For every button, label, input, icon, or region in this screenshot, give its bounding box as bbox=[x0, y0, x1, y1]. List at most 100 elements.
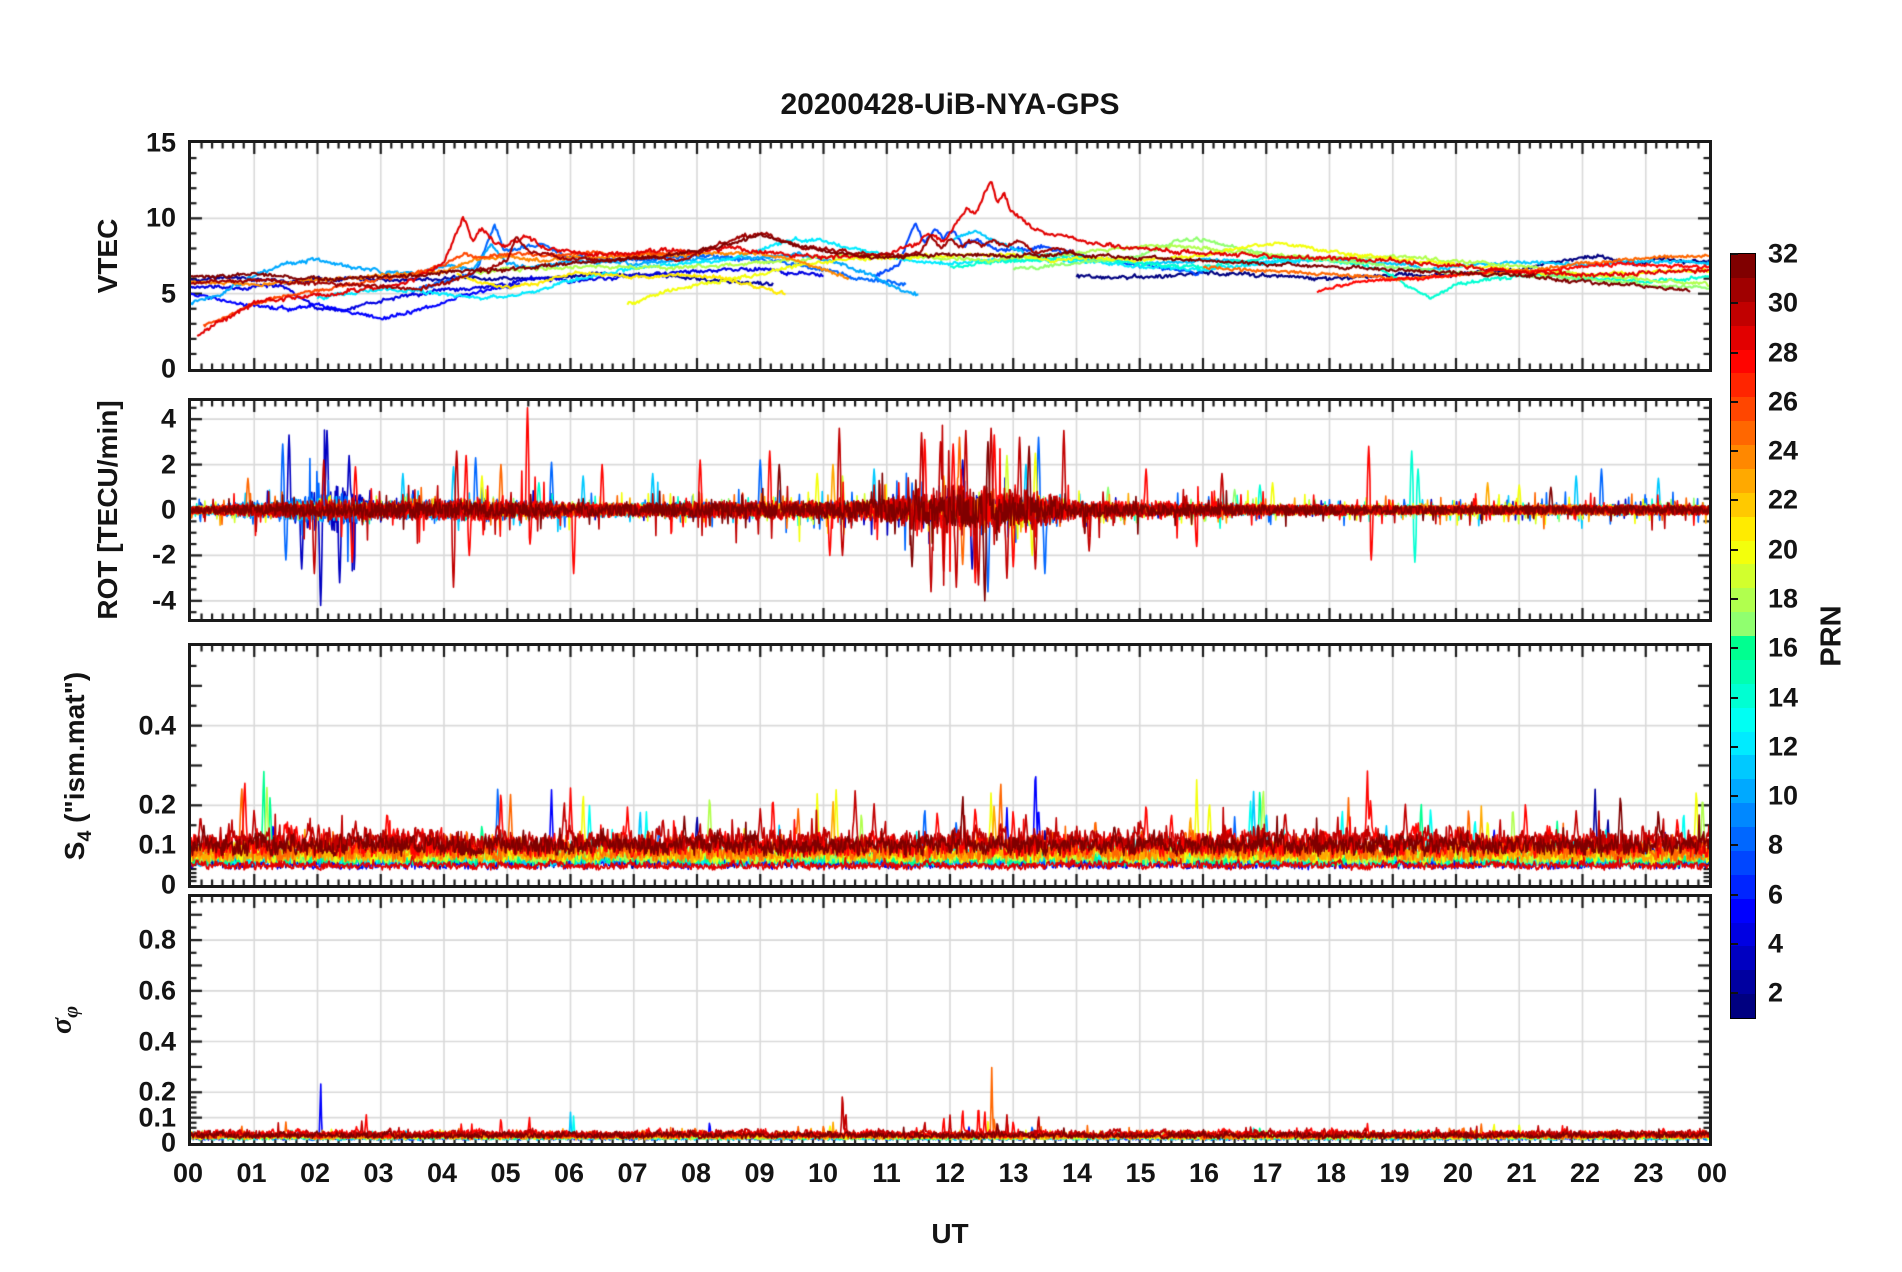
x-tick-label: 03 bbox=[363, 1158, 394, 1188]
colorbar-tick-label: 4 bbox=[1768, 928, 1784, 959]
colorbar-tick bbox=[1731, 598, 1738, 601]
colorbar-tick bbox=[1731, 253, 1738, 255]
x-tick-label: 14 bbox=[1061, 1158, 1093, 1188]
x-tick-label: 13 bbox=[998, 1158, 1029, 1188]
colorbar-tick-label: 26 bbox=[1768, 386, 1799, 417]
colorbar-band-prn-23 bbox=[1731, 468, 1755, 493]
y-tick-label: 0.2 bbox=[138, 789, 176, 820]
y-tick-label: 0.1 bbox=[138, 1102, 176, 1133]
colorbar-band-prn-27 bbox=[1731, 372, 1755, 398]
x-tick-label: 07 bbox=[617, 1158, 648, 1188]
colorbar-tick bbox=[1731, 351, 1738, 354]
y-tick-label: 2 bbox=[160, 449, 176, 480]
chart-title: 20200428-UiB-NYA-GPS bbox=[780, 88, 1120, 121]
colorbar-tick bbox=[1731, 548, 1738, 551]
y-tick-label: 15 bbox=[145, 127, 176, 158]
colorbar-tick bbox=[1731, 844, 1738, 847]
colorbar-band-prn-13 bbox=[1731, 707, 1755, 732]
y-tick-label: 0.4 bbox=[138, 1026, 176, 1057]
colorbar-tick-label: 10 bbox=[1768, 780, 1799, 811]
x-tick-label: 20 bbox=[1442, 1158, 1474, 1188]
colorbar-tick bbox=[1731, 302, 1738, 305]
colorbar-band-prn-19 bbox=[1731, 563, 1755, 589]
colorbar-band-prn-22 bbox=[1731, 492, 1755, 517]
y-tick-label: 0 bbox=[160, 353, 176, 384]
colorbar-band-prn-31 bbox=[1731, 277, 1755, 302]
panel-s4 bbox=[188, 643, 1712, 888]
colorbar-tick-label: 24 bbox=[1768, 435, 1799, 466]
y-tick-label: 0.8 bbox=[138, 924, 176, 955]
x-tick-label: 01 bbox=[236, 1158, 267, 1188]
y-tick-label: 0.4 bbox=[138, 710, 176, 741]
colorbar-band-prn-7 bbox=[1731, 850, 1755, 875]
colorbar-band-prn-14 bbox=[1731, 683, 1755, 708]
y-tick-label: -2 bbox=[151, 539, 176, 570]
colorbar-band-prn-11 bbox=[1731, 754, 1755, 780]
colorbar-tick bbox=[1731, 499, 1738, 502]
x-tick-label: 17 bbox=[1252, 1158, 1283, 1188]
y-axis-title: VTEC bbox=[92, 218, 123, 294]
panel-vtec bbox=[188, 140, 1712, 372]
y-tick-label: 5 bbox=[160, 278, 176, 309]
colorbar-tick bbox=[1731, 943, 1738, 946]
colorbar-tick-label: 2 bbox=[1768, 977, 1784, 1008]
colorbar-tick bbox=[1731, 992, 1738, 995]
x-tick-label: 23 bbox=[1633, 1158, 1664, 1188]
colorbar-title: PRN bbox=[1815, 605, 1848, 667]
y-tick-label: 0 bbox=[160, 494, 176, 525]
colorbar-tick-label: 12 bbox=[1768, 731, 1799, 762]
colorbar-tick bbox=[1731, 795, 1738, 798]
colorbar-tick bbox=[1731, 696, 1738, 699]
colorbar-band-prn-21 bbox=[1731, 516, 1755, 541]
panel-canvas-s4 bbox=[191, 646, 1709, 885]
colorbar-band-prn-25 bbox=[1731, 420, 1755, 445]
x-tick-label: 00 bbox=[172, 1158, 204, 1188]
x-tick-label: 08 bbox=[680, 1158, 712, 1188]
colorbar-band-prn-9 bbox=[1731, 802, 1755, 827]
colorbar-band-prn-20 bbox=[1731, 540, 1755, 565]
colorbar-tick-label: 16 bbox=[1768, 632, 1799, 663]
x-tick-label: 11 bbox=[872, 1158, 901, 1188]
colorbar-band-prn-8 bbox=[1731, 826, 1755, 851]
y-axis-title: ROT [TECU/min] bbox=[92, 400, 123, 620]
colorbar-band-prn-15 bbox=[1731, 659, 1755, 684]
colorbar-band-prn-4 bbox=[1731, 922, 1755, 947]
x-tick-label: 12 bbox=[934, 1158, 966, 1188]
y-tick-label: 0 bbox=[160, 1127, 176, 1158]
x-tick-label: 09 bbox=[744, 1158, 775, 1188]
colorbar-tick-label: 32 bbox=[1768, 238, 1799, 269]
x-tick-label: 21 bbox=[1506, 1158, 1537, 1188]
x-tick-label: 19 bbox=[1379, 1158, 1410, 1188]
panel-canvas-sigma-phi bbox=[191, 897, 1709, 1143]
colorbar-tick-label: 6 bbox=[1768, 879, 1784, 910]
x-tick-label: 15 bbox=[1125, 1158, 1156, 1188]
x-tick-label: 16 bbox=[1188, 1158, 1220, 1188]
colorbar-tick-label: 8 bbox=[1768, 829, 1784, 860]
colorbar-tick bbox=[1731, 745, 1738, 748]
x-tick-label: 10 bbox=[807, 1158, 839, 1188]
colorbar-tick bbox=[1731, 450, 1738, 453]
y-axis-title: S4 ("ism.mat") bbox=[59, 671, 96, 860]
colorbar-tick-label: 18 bbox=[1768, 583, 1799, 614]
colorbar-band-prn-1 bbox=[1731, 993, 1755, 1018]
colorbar-tick-label: 22 bbox=[1768, 484, 1799, 515]
y-tick-label: 4 bbox=[160, 403, 176, 434]
colorbar-tick-label: 30 bbox=[1768, 287, 1799, 318]
colorbar-band-prn-32 bbox=[1731, 253, 1755, 278]
x-tick-label: 02 bbox=[299, 1158, 331, 1188]
colorbar-band-prn-26 bbox=[1731, 396, 1755, 422]
colorbar-band-prn-30 bbox=[1731, 301, 1755, 326]
x-axis-title: UT bbox=[931, 1218, 969, 1249]
panel-canvas-vtec bbox=[191, 143, 1709, 369]
y-tick-label: 0.2 bbox=[138, 1076, 176, 1107]
colorbar-band-prn-5 bbox=[1731, 898, 1755, 923]
colorbar-tick-label: 14 bbox=[1768, 682, 1799, 713]
x-tick-label: 00 bbox=[1696, 1158, 1728, 1188]
colorbar-band-prn-10 bbox=[1731, 778, 1755, 804]
colorbar-tick bbox=[1731, 400, 1738, 403]
colorbar-band-prn-24 bbox=[1731, 444, 1755, 469]
colorbar-tick-label: 20 bbox=[1768, 534, 1799, 565]
panel-canvas-rot bbox=[191, 401, 1709, 619]
panel-sigma-phi bbox=[188, 894, 1712, 1146]
